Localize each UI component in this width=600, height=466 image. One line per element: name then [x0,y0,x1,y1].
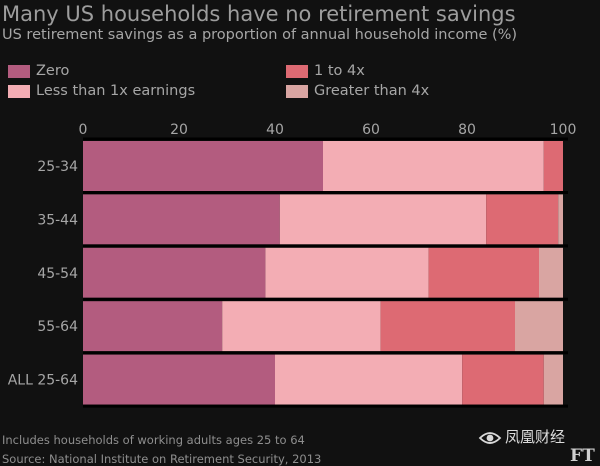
chart-subtitle: US retirement savings as a proportion of… [2,27,518,43]
bar-25-34-zero [83,141,323,191]
bar-45-54-greater-than-4x [539,247,563,298]
bar-55-64-zero [83,301,223,352]
bar-45-54-zero [83,247,266,298]
bar-35-44-less-than-1x-earnings [279,194,487,245]
chart-title: Many US households have no retirement sa… [2,2,516,26]
bar-55-64-greater-than-4x [515,301,563,352]
bar-25-34-less-than-1x-earnings [323,141,544,191]
ft-logo: FT [570,446,595,466]
bar-35-44-zero [83,194,280,245]
y-label-55-64: 55-64 [37,319,78,335]
bar-35-44-greater-than-4x [558,194,563,245]
eye-logo-icon [478,432,502,444]
watermark-text: 凤凰财经 [505,428,566,446]
legend-label-1-to-4x: 1 to 4x [314,63,365,79]
legend-label-zero: Zero [36,63,70,79]
y-label-all-25-64: ALL 25-64 [8,373,78,389]
bar-25-34-1-to-4x [543,141,563,191]
x-axis: 0 20 40 60 80 100 [79,122,577,138]
bar-45-54-less-than-1x-earnings [265,247,429,298]
x-tick-label-4: 80 [458,122,476,138]
x-tick-label-3: 60 [362,122,380,138]
x-tick-label-1: 20 [170,122,188,138]
bar-all-25-64-1-to-4x [462,354,544,405]
legend-label-greater-than-4x: Greater than 4x [314,83,430,99]
bar-area [83,137,568,408]
y-label-45-54: 45-54 [37,266,78,282]
bar-45-54-1-to-4x [428,247,539,298]
bar-all-25-64-greater-than-4x [543,354,563,405]
bar-55-64-1-to-4x [380,301,515,352]
bar-all-25-64-zero [83,354,275,405]
bar-35-44-1-to-4x [486,194,559,245]
x-tick-label-0: 0 [79,122,88,138]
legend-swatch-1-to-4x [286,65,308,78]
source-note: Source: National Institute on Retirement… [2,452,322,466]
legend-swatch-zero [8,65,30,78]
x-tick-label-5: 100 [550,122,577,138]
bar-55-64-less-than-1x-earnings [222,301,381,352]
bar-all-25-64-less-than-1x-earnings [275,354,463,405]
legend-swatch-greater-than-4x [286,85,308,98]
x-tick-label-2: 40 [266,122,284,138]
y-axis: 25-34 35-44 45-54 55-64 ALL 25-64 [8,159,78,389]
footnote: Includes households of working adults ag… [2,433,305,447]
y-label-35-44: 35-44 [37,212,78,228]
y-label-25-34: 25-34 [37,159,78,175]
legend-swatch-less-than-1x [8,85,30,98]
legend-label-less-than-1x: Less than 1x earnings [36,83,196,99]
